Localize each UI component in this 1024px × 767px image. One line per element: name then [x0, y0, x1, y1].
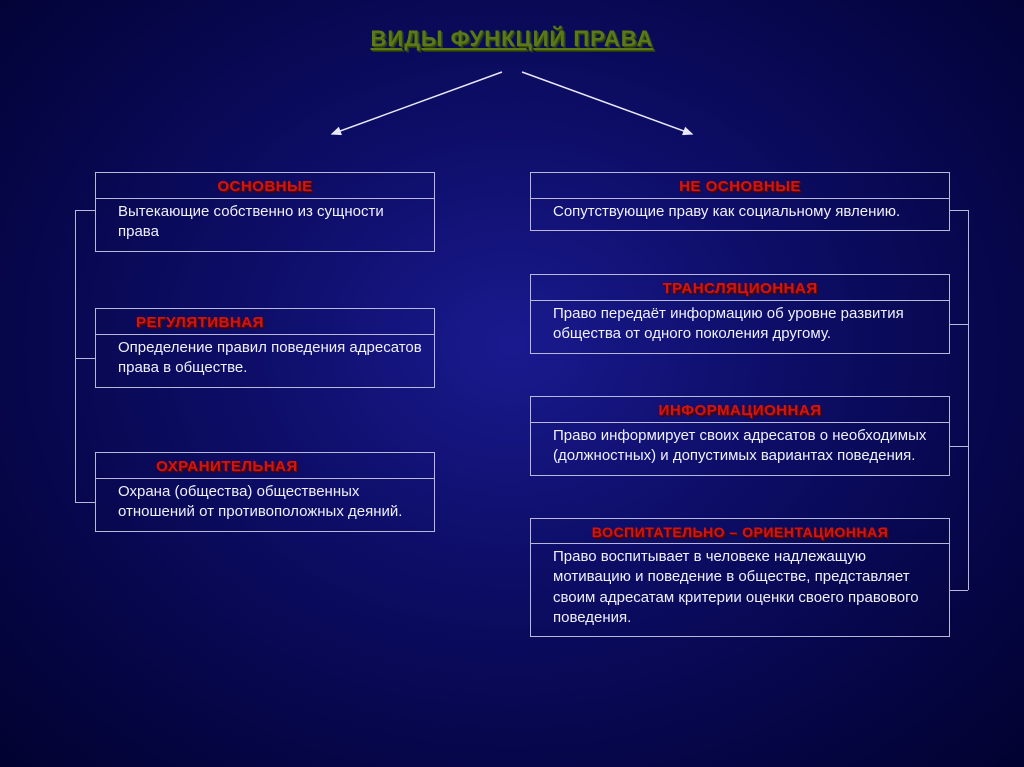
right-connector-stub-main — [950, 210, 968, 211]
right-item-3-body: Право воспитывает в человеке надлежащую … — [531, 543, 949, 636]
right-connector-stub-3 — [950, 590, 968, 591]
right-connector-stub-2 — [950, 446, 968, 447]
right-connector-vertical — [968, 210, 969, 590]
right-main-box: НЕ ОСНОВНЫЕ Сопутствующие праву как соци… — [530, 172, 950, 231]
left-item-1-box: РЕГУЛЯТИВНАЯ Определение правил поведени… — [95, 308, 435, 388]
left-main-body: Вытекающие собственно из сущности права — [96, 198, 434, 251]
left-connector-vertical — [75, 210, 76, 502]
left-item-2-header: ОХРАНИТЕЛЬНАЯ — [96, 453, 434, 478]
right-item-3-box: ВОСПИТАТЕЛЬНО – ОРИЕНТАЦИОННАЯ Право вос… — [530, 518, 950, 637]
right-item-3-header: ВОСПИТАТЕЛЬНО – ОРИЕНТАЦИОННАЯ — [531, 519, 949, 543]
left-connector-stub-2 — [75, 502, 95, 503]
right-connector-stub-1 — [950, 324, 968, 325]
right-item-1-body: Право передаёт информацию об уровне разв… — [531, 300, 949, 353]
left-main-box: ОСНОВНЫЕ Вытекающие собственно из сущнос… — [95, 172, 435, 252]
left-connector-stub-1 — [75, 358, 95, 359]
right-main-header: НЕ ОСНОВНЫЕ — [531, 173, 949, 198]
branch-arrows — [302, 62, 722, 142]
slide-title: ВИДЫ ФУНКЦИЙ ПРАВА — [371, 26, 654, 52]
left-item-1-body: Определение правил поведения адресатов п… — [96, 334, 434, 387]
left-item-2-box: ОХРАНИТЕЛЬНАЯ Охрана (общества) обществе… — [95, 452, 435, 532]
right-item-2-box: ИНФОРМАЦИОННАЯ Право информирует своих а… — [530, 396, 950, 476]
right-item-1-box: ТРАНСЛЯЦИОННАЯ Право передаёт информацию… — [530, 274, 950, 354]
right-item-1-header: ТРАНСЛЯЦИОННАЯ — [531, 275, 949, 300]
left-item-2-body: Охрана (общества) общественных отношений… — [96, 478, 434, 531]
left-connector-stub-main — [75, 210, 95, 211]
right-item-2-header: ИНФОРМАЦИОННАЯ — [531, 397, 949, 422]
left-item-1-header: РЕГУЛЯТИВНАЯ — [96, 309, 434, 334]
right-item-2-body: Право информирует своих адресатов о необ… — [531, 422, 949, 475]
right-main-body: Сопутствующие праву как социальному явле… — [531, 198, 949, 230]
left-main-header: ОСНОВНЫЕ — [96, 173, 434, 198]
